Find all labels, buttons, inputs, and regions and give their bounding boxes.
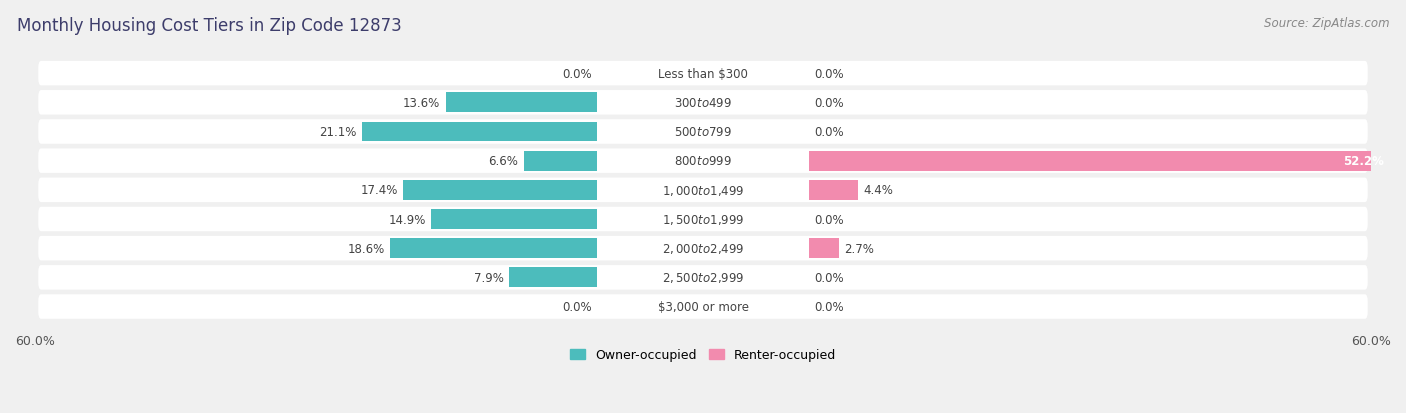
Text: 18.6%: 18.6% <box>347 242 385 255</box>
Text: $300 to $499: $300 to $499 <box>673 97 733 109</box>
Text: Less than $300: Less than $300 <box>658 67 748 81</box>
FancyBboxPatch shape <box>38 120 1368 145</box>
Text: $800 to $999: $800 to $999 <box>673 155 733 168</box>
Text: 0.0%: 0.0% <box>562 67 592 81</box>
Bar <box>509 268 598 287</box>
Text: 0.0%: 0.0% <box>562 300 592 313</box>
Text: 4.4%: 4.4% <box>863 184 893 197</box>
FancyBboxPatch shape <box>38 178 1368 203</box>
Text: $500 to $799: $500 to $799 <box>673 126 733 139</box>
Bar <box>808 239 839 259</box>
Text: 14.9%: 14.9% <box>388 213 426 226</box>
Text: 0.0%: 0.0% <box>814 271 844 284</box>
Text: 0.0%: 0.0% <box>814 213 844 226</box>
Text: $2,000 to $2,499: $2,000 to $2,499 <box>662 242 744 256</box>
Text: 0.0%: 0.0% <box>814 126 844 139</box>
FancyBboxPatch shape <box>38 207 1368 232</box>
FancyBboxPatch shape <box>38 149 1368 173</box>
Text: 7.9%: 7.9% <box>474 271 503 284</box>
Text: 0.0%: 0.0% <box>814 300 844 313</box>
Text: 13.6%: 13.6% <box>404 97 440 109</box>
Text: Source: ZipAtlas.com: Source: ZipAtlas.com <box>1264 17 1389 29</box>
Text: 52.2%: 52.2% <box>1344 155 1385 168</box>
Text: Monthly Housing Cost Tiers in Zip Code 12873: Monthly Housing Cost Tiers in Zip Code 1… <box>17 17 402 34</box>
FancyBboxPatch shape <box>38 62 1368 86</box>
FancyBboxPatch shape <box>38 294 1368 319</box>
Text: 6.6%: 6.6% <box>488 155 519 168</box>
Bar <box>808 152 1391 171</box>
Bar <box>389 239 598 259</box>
Text: $2,500 to $2,999: $2,500 to $2,999 <box>662 271 744 285</box>
Text: $3,000 or more: $3,000 or more <box>658 300 748 313</box>
Text: 2.7%: 2.7% <box>845 242 875 255</box>
Text: $1,500 to $1,999: $1,500 to $1,999 <box>662 213 744 226</box>
Bar <box>808 180 858 200</box>
Text: $1,000 to $1,499: $1,000 to $1,499 <box>662 183 744 197</box>
Bar <box>363 122 598 142</box>
Text: 21.1%: 21.1% <box>319 126 357 139</box>
FancyBboxPatch shape <box>38 91 1368 115</box>
Text: 0.0%: 0.0% <box>814 67 844 81</box>
Bar <box>404 180 598 200</box>
Legend: Owner-occupied, Renter-occupied: Owner-occupied, Renter-occupied <box>565 344 841 367</box>
Text: 17.4%: 17.4% <box>360 184 398 197</box>
Bar <box>524 152 598 171</box>
Text: 0.0%: 0.0% <box>814 97 844 109</box>
Bar <box>446 93 598 113</box>
FancyBboxPatch shape <box>38 266 1368 290</box>
FancyBboxPatch shape <box>38 236 1368 261</box>
Bar <box>432 209 598 229</box>
